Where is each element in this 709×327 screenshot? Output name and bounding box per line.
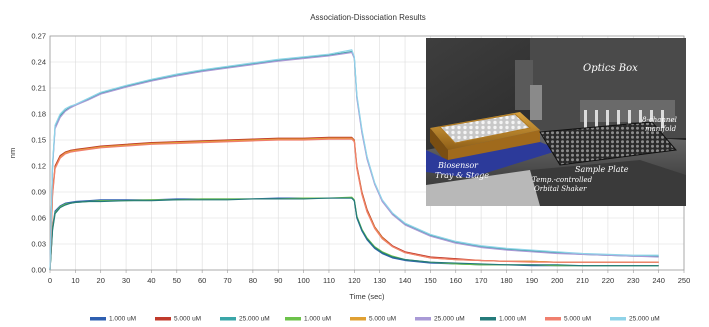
label-sample-plate: Sample Plate xyxy=(575,165,629,174)
y-tick-label: 0.24 xyxy=(31,58,46,67)
y-tick-label: 0.15 xyxy=(31,136,46,145)
x-tick-label: 180 xyxy=(500,276,513,285)
series-line-6 xyxy=(49,51,659,271)
legend-label: 25.000 uM xyxy=(239,316,270,323)
instrument-photo: Optics Box 8-channel manifold Biosensor … xyxy=(426,38,686,206)
sample-plate xyxy=(539,121,677,166)
x-tick-label: 110 xyxy=(323,276,335,285)
legend-label: 1.000 uM xyxy=(304,316,331,323)
x-tick-label: 200 xyxy=(551,276,564,285)
x-tick-label: 130 xyxy=(373,276,386,285)
legend-swatch xyxy=(90,317,106,321)
orbital-shaker xyxy=(530,160,686,206)
y-tick-label: 0.03 xyxy=(31,240,46,249)
x-tick-label: 40 xyxy=(147,276,155,285)
x-tick-label: 80 xyxy=(249,276,257,285)
y-tick-label: 0.06 xyxy=(31,214,46,223)
legend-label: 5.000 uM xyxy=(174,316,201,323)
legend-swatch xyxy=(155,317,171,321)
x-tick-label: 230 xyxy=(627,276,640,285)
label-manifold: manifold xyxy=(645,125,677,133)
x-tick-label: 90 xyxy=(274,276,282,285)
legend-label: 25.000 uM xyxy=(629,316,660,323)
label-8-channel: 8-channel xyxy=(642,116,677,124)
x-tick-label: 60 xyxy=(198,276,206,285)
x-axis-label: Time (sec) xyxy=(349,292,385,301)
legend: 1.000 uM 5.000 uM 25.000 uM 1.000 uM 5.000 u… xyxy=(90,316,660,323)
x-tick-label: 30 xyxy=(122,276,130,285)
legend-swatch xyxy=(545,317,561,321)
y-tick-label: 0.18 xyxy=(31,110,46,119)
x-tick-label: 250 xyxy=(678,276,691,285)
x-tick-label: 70 xyxy=(223,276,231,285)
legend-swatch xyxy=(220,317,236,321)
y-axis-label: nm xyxy=(8,148,17,158)
x-tick-label: 150 xyxy=(424,276,437,285)
legend-label: 25.000 uM xyxy=(434,316,465,323)
label-orbital-shaker: Orbital Shaker xyxy=(534,185,587,193)
legend-label: 5.000 uM xyxy=(564,316,591,323)
x-tick-label: 140 xyxy=(399,276,412,285)
x-tick-label: 240 xyxy=(652,276,665,285)
y-axis-ticks: 0.00 0.03 0.06 0.09 0.12 0.15 0.18 0.21 0.24 0.27 xyxy=(31,32,46,275)
tray-stage xyxy=(426,142,560,178)
legend-label: 1.000 uM xyxy=(109,316,136,323)
y-tick-label: 0.00 xyxy=(31,266,46,275)
x-tick-label: 100 xyxy=(297,276,310,285)
series-line-9 xyxy=(49,49,659,271)
label-biosensor: Biosensor xyxy=(437,161,479,170)
x-tick-label: 10 xyxy=(71,276,79,285)
chart-title: Association-Dissociation Results xyxy=(310,13,426,22)
legend-label: 1.000 uM xyxy=(499,316,526,323)
label-tray-stage: Tray & Stage xyxy=(435,171,489,180)
x-tick-label: 120 xyxy=(348,276,361,285)
x-axis-ticks: 0 10 20 30 40 50 60 70 80 90 100 110 120 130 140 150 160… xyxy=(48,270,690,285)
legend-swatch xyxy=(285,317,301,321)
y-tick-label: 0.12 xyxy=(31,162,46,171)
legend-label: 5.000 uM xyxy=(369,316,396,323)
x-tick-label: 220 xyxy=(602,276,615,285)
legend-swatch xyxy=(610,317,626,321)
x-tick-label: 210 xyxy=(576,276,589,285)
label-optics-box: Optics Box xyxy=(583,63,638,74)
legend-swatch xyxy=(480,317,496,321)
series-lines xyxy=(49,49,659,271)
x-tick-label: 160 xyxy=(450,276,463,285)
x-tick-label: 20 xyxy=(97,276,105,285)
x-tick-label: 50 xyxy=(173,276,181,285)
legend-swatch xyxy=(350,317,366,321)
x-tick-label: 0 xyxy=(48,276,52,285)
series-line-7 xyxy=(49,197,659,271)
y-tick-label: 0.21 xyxy=(31,84,46,93)
x-tick-label: 190 xyxy=(526,276,539,285)
x-tick-label: 170 xyxy=(475,276,488,285)
label-temp-controlled: Temp.-controlled xyxy=(532,176,593,184)
legend-swatch xyxy=(415,317,431,321)
grid xyxy=(49,35,685,271)
y-tick-label: 0.09 xyxy=(31,188,46,197)
y-tick-label: 0.27 xyxy=(31,32,46,41)
series-line-8 xyxy=(49,138,659,271)
